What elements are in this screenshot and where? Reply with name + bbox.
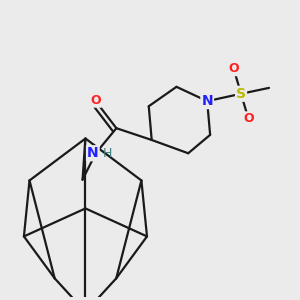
Text: N: N — [201, 94, 213, 108]
Text: O: O — [243, 112, 254, 125]
Text: O: O — [228, 62, 239, 75]
Text: N: N — [87, 146, 99, 160]
Text: O: O — [91, 94, 101, 107]
Text: S: S — [236, 87, 246, 101]
Text: H: H — [102, 147, 112, 160]
